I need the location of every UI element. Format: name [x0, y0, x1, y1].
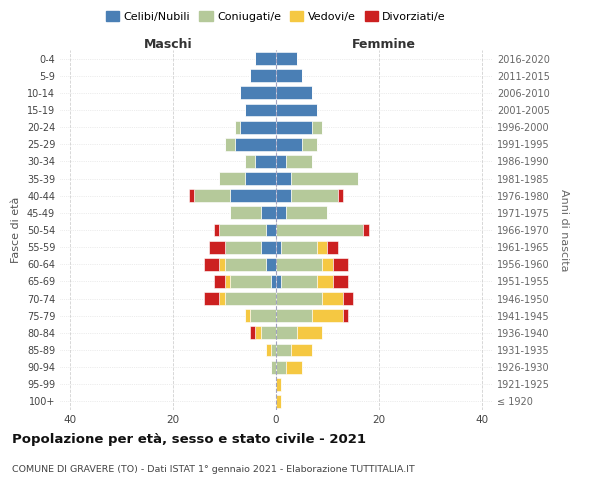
Text: COMUNE DI GRAVERE (TO) - Dati ISTAT 1° gennaio 2021 - Elaborazione TUTTITALIA.IT: COMUNE DI GRAVERE (TO) - Dati ISTAT 1° g…: [12, 466, 415, 474]
Bar: [296, 326, 322, 340]
Bar: [235, 120, 240, 134]
Bar: [204, 258, 220, 270]
Text: Popolazione per età, sesso e stato civile - 2021: Popolazione per età, sesso e stato civil…: [12, 432, 366, 446]
Y-axis label: Anni di nascita: Anni di nascita: [559, 188, 569, 271]
Bar: [302, 138, 317, 150]
Bar: [328, 240, 338, 254]
Bar: [271, 360, 276, 374]
Bar: [276, 70, 302, 82]
Bar: [276, 292, 322, 305]
Text: Femmine: Femmine: [352, 38, 416, 51]
Bar: [224, 138, 235, 150]
Bar: [276, 344, 292, 356]
Bar: [214, 224, 220, 236]
Bar: [224, 240, 260, 254]
Bar: [256, 326, 260, 340]
Legend: Celibi/Nubili, Coniugati/e, Vedovi/e, Divorziati/e: Celibi/Nubili, Coniugati/e, Vedovi/e, Di…: [103, 8, 449, 25]
Bar: [276, 138, 302, 150]
Text: Maschi: Maschi: [143, 38, 193, 51]
Bar: [343, 292, 353, 305]
Bar: [276, 206, 286, 220]
Bar: [245, 310, 250, 322]
Bar: [276, 224, 364, 236]
Bar: [250, 326, 256, 340]
Bar: [214, 275, 224, 288]
Bar: [209, 240, 224, 254]
Bar: [230, 190, 276, 202]
Bar: [188, 190, 194, 202]
Bar: [286, 206, 328, 220]
Bar: [204, 292, 220, 305]
Bar: [322, 258, 332, 270]
Bar: [220, 224, 266, 236]
Bar: [364, 224, 368, 236]
Bar: [260, 240, 276, 254]
Bar: [286, 155, 312, 168]
Bar: [317, 240, 328, 254]
Bar: [230, 275, 271, 288]
Bar: [332, 275, 348, 288]
Bar: [266, 224, 276, 236]
Bar: [276, 310, 312, 322]
Bar: [250, 310, 276, 322]
Bar: [281, 240, 317, 254]
Bar: [271, 275, 276, 288]
Bar: [250, 70, 276, 82]
Bar: [266, 344, 271, 356]
Bar: [292, 172, 358, 185]
Bar: [276, 258, 322, 270]
Bar: [276, 395, 281, 408]
Bar: [343, 310, 348, 322]
Bar: [276, 360, 286, 374]
Bar: [276, 52, 296, 65]
Bar: [276, 86, 312, 100]
Y-axis label: Fasce di età: Fasce di età: [11, 197, 21, 263]
Bar: [256, 52, 276, 65]
Bar: [276, 240, 281, 254]
Bar: [220, 292, 224, 305]
Bar: [220, 258, 224, 270]
Bar: [276, 172, 292, 185]
Bar: [338, 190, 343, 202]
Bar: [292, 344, 312, 356]
Bar: [276, 378, 281, 390]
Bar: [224, 275, 230, 288]
Bar: [332, 258, 348, 270]
Bar: [271, 344, 276, 356]
Bar: [220, 172, 245, 185]
Bar: [240, 120, 276, 134]
Bar: [235, 138, 276, 150]
Bar: [224, 258, 266, 270]
Bar: [260, 206, 276, 220]
Bar: [276, 190, 292, 202]
Bar: [224, 292, 276, 305]
Bar: [286, 360, 302, 374]
Bar: [322, 292, 343, 305]
Bar: [292, 190, 338, 202]
Bar: [276, 326, 296, 340]
Bar: [245, 104, 276, 117]
Bar: [260, 326, 276, 340]
Bar: [194, 190, 230, 202]
Bar: [245, 172, 276, 185]
Bar: [276, 155, 286, 168]
Bar: [276, 120, 312, 134]
Bar: [276, 104, 317, 117]
Bar: [276, 275, 281, 288]
Bar: [240, 86, 276, 100]
Bar: [230, 206, 260, 220]
Bar: [266, 258, 276, 270]
Bar: [281, 275, 317, 288]
Bar: [312, 310, 343, 322]
Bar: [317, 275, 332, 288]
Bar: [256, 155, 276, 168]
Bar: [245, 155, 256, 168]
Bar: [312, 120, 322, 134]
